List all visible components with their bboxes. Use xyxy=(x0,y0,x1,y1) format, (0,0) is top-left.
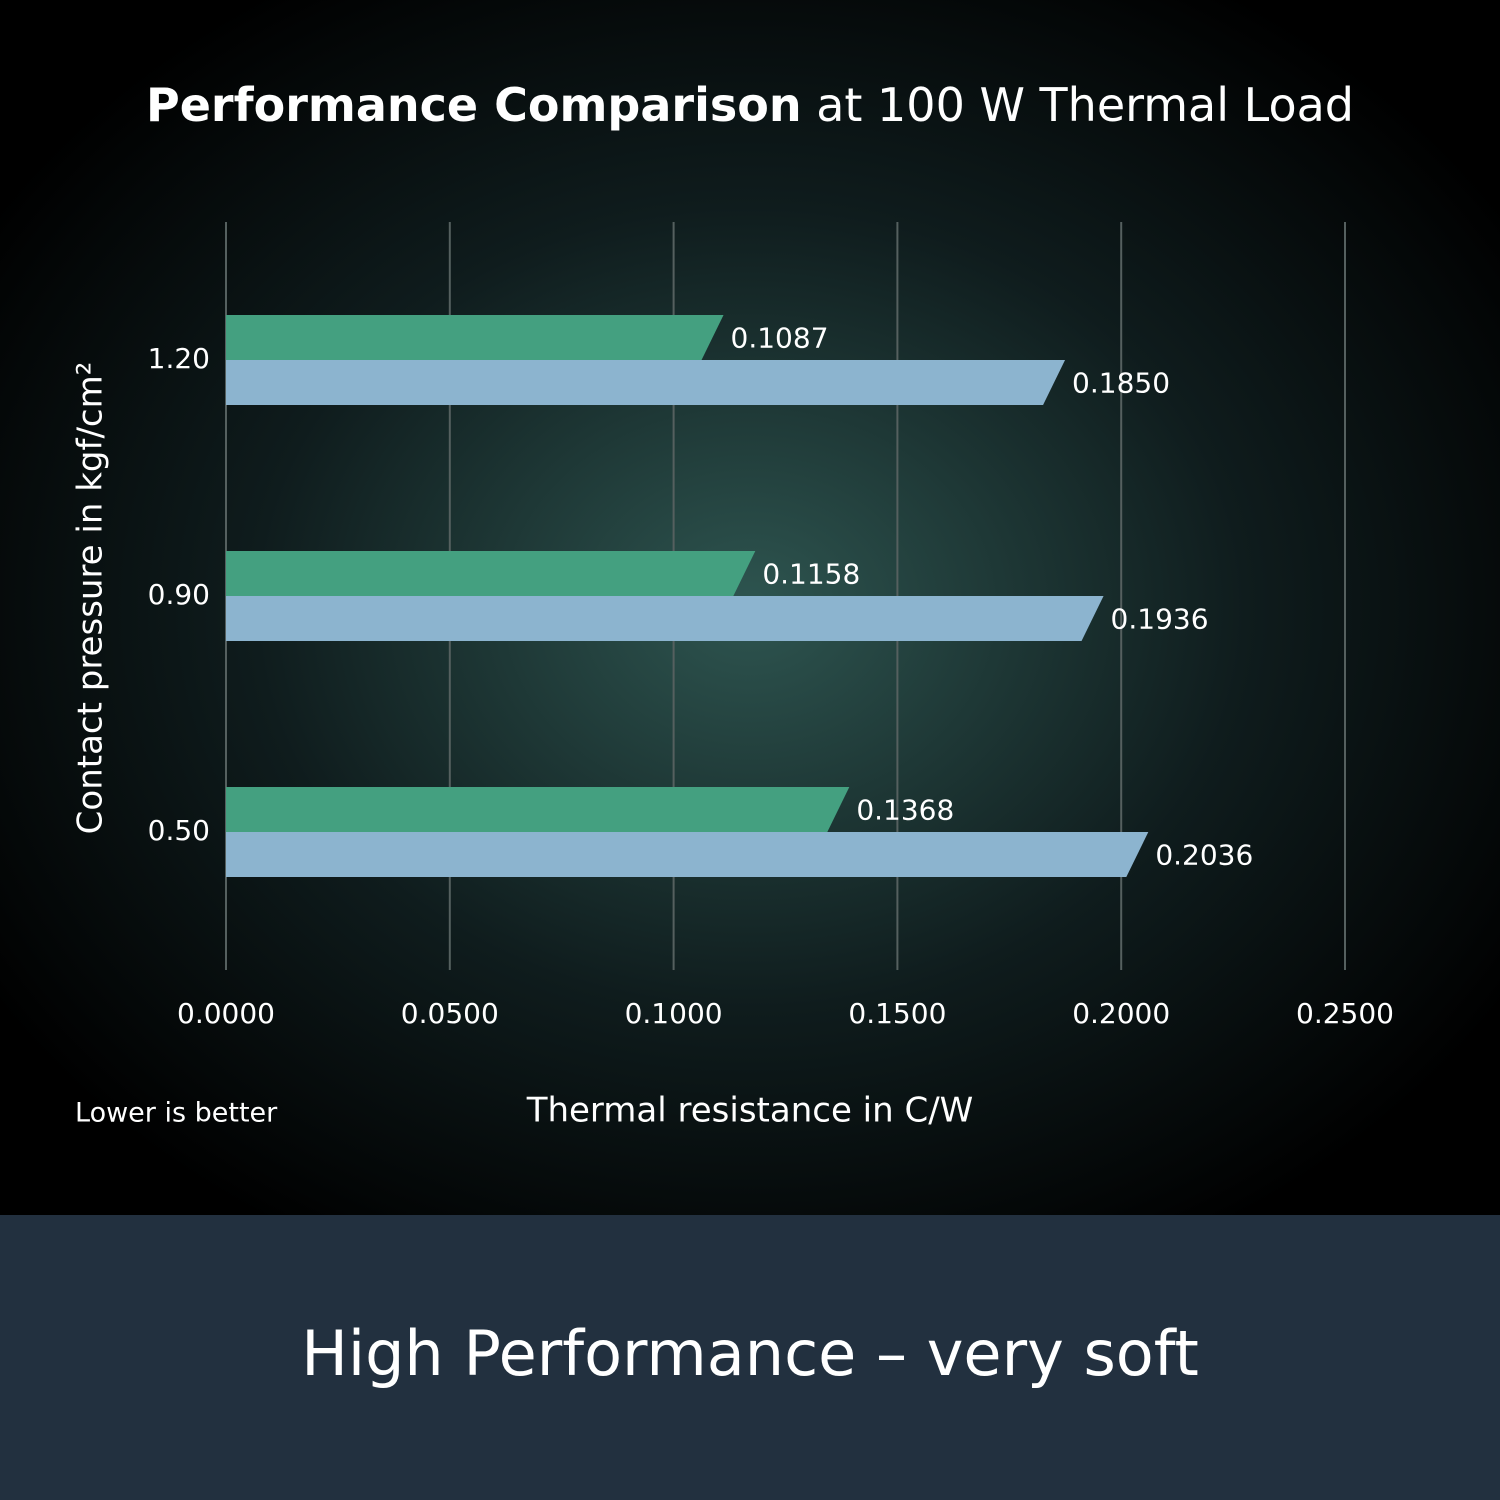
x-tick-label: 0.0500 xyxy=(401,997,499,1030)
bar xyxy=(226,832,1149,877)
y-tick-label: 0.90 xyxy=(148,578,210,611)
x-tick-label: 0.1000 xyxy=(625,997,723,1030)
y-tick-label: 0.50 xyxy=(148,814,210,847)
y-tick-label: 1.20 xyxy=(148,342,210,375)
bar xyxy=(226,551,756,596)
bar xyxy=(226,315,724,360)
value-label: 0.1936 xyxy=(1111,603,1209,636)
x-tick-label: 0.2000 xyxy=(1072,997,1170,1030)
value-label: 0.1368 xyxy=(856,794,954,827)
x-tick-label: 0.2500 xyxy=(1296,997,1394,1030)
footer-text: High Performance – very soft xyxy=(301,1317,1199,1390)
value-label: 0.1850 xyxy=(1072,367,1170,400)
value-label: 0.1087 xyxy=(731,322,829,355)
plot: 0.0000 0.0500 0.1000 0.1500 0.2000 0.2500 1.20… xyxy=(148,222,1394,1030)
annotation: Lower is better xyxy=(75,1098,278,1129)
value-label: 0.1158 xyxy=(762,558,860,591)
title-rest: at 100 W Thermal Load xyxy=(816,78,1354,132)
bar xyxy=(226,360,1066,405)
x-axis-label: Thermal resistance in C/W xyxy=(526,1091,974,1131)
value-label: 0.2036 xyxy=(1155,839,1253,872)
title-bold: Performance Comparison xyxy=(146,78,802,132)
y-axis-label: Contact pressure in kgf/cm² xyxy=(71,362,111,835)
x-tick-label: 0.1500 xyxy=(848,997,946,1030)
chart-title: Performance Comparison at 100 W Thermal … xyxy=(146,78,1354,132)
footer-band xyxy=(0,1215,1500,1500)
x-tick-label: 0.0000 xyxy=(177,997,275,1030)
bar xyxy=(226,787,850,832)
bar xyxy=(226,596,1104,641)
